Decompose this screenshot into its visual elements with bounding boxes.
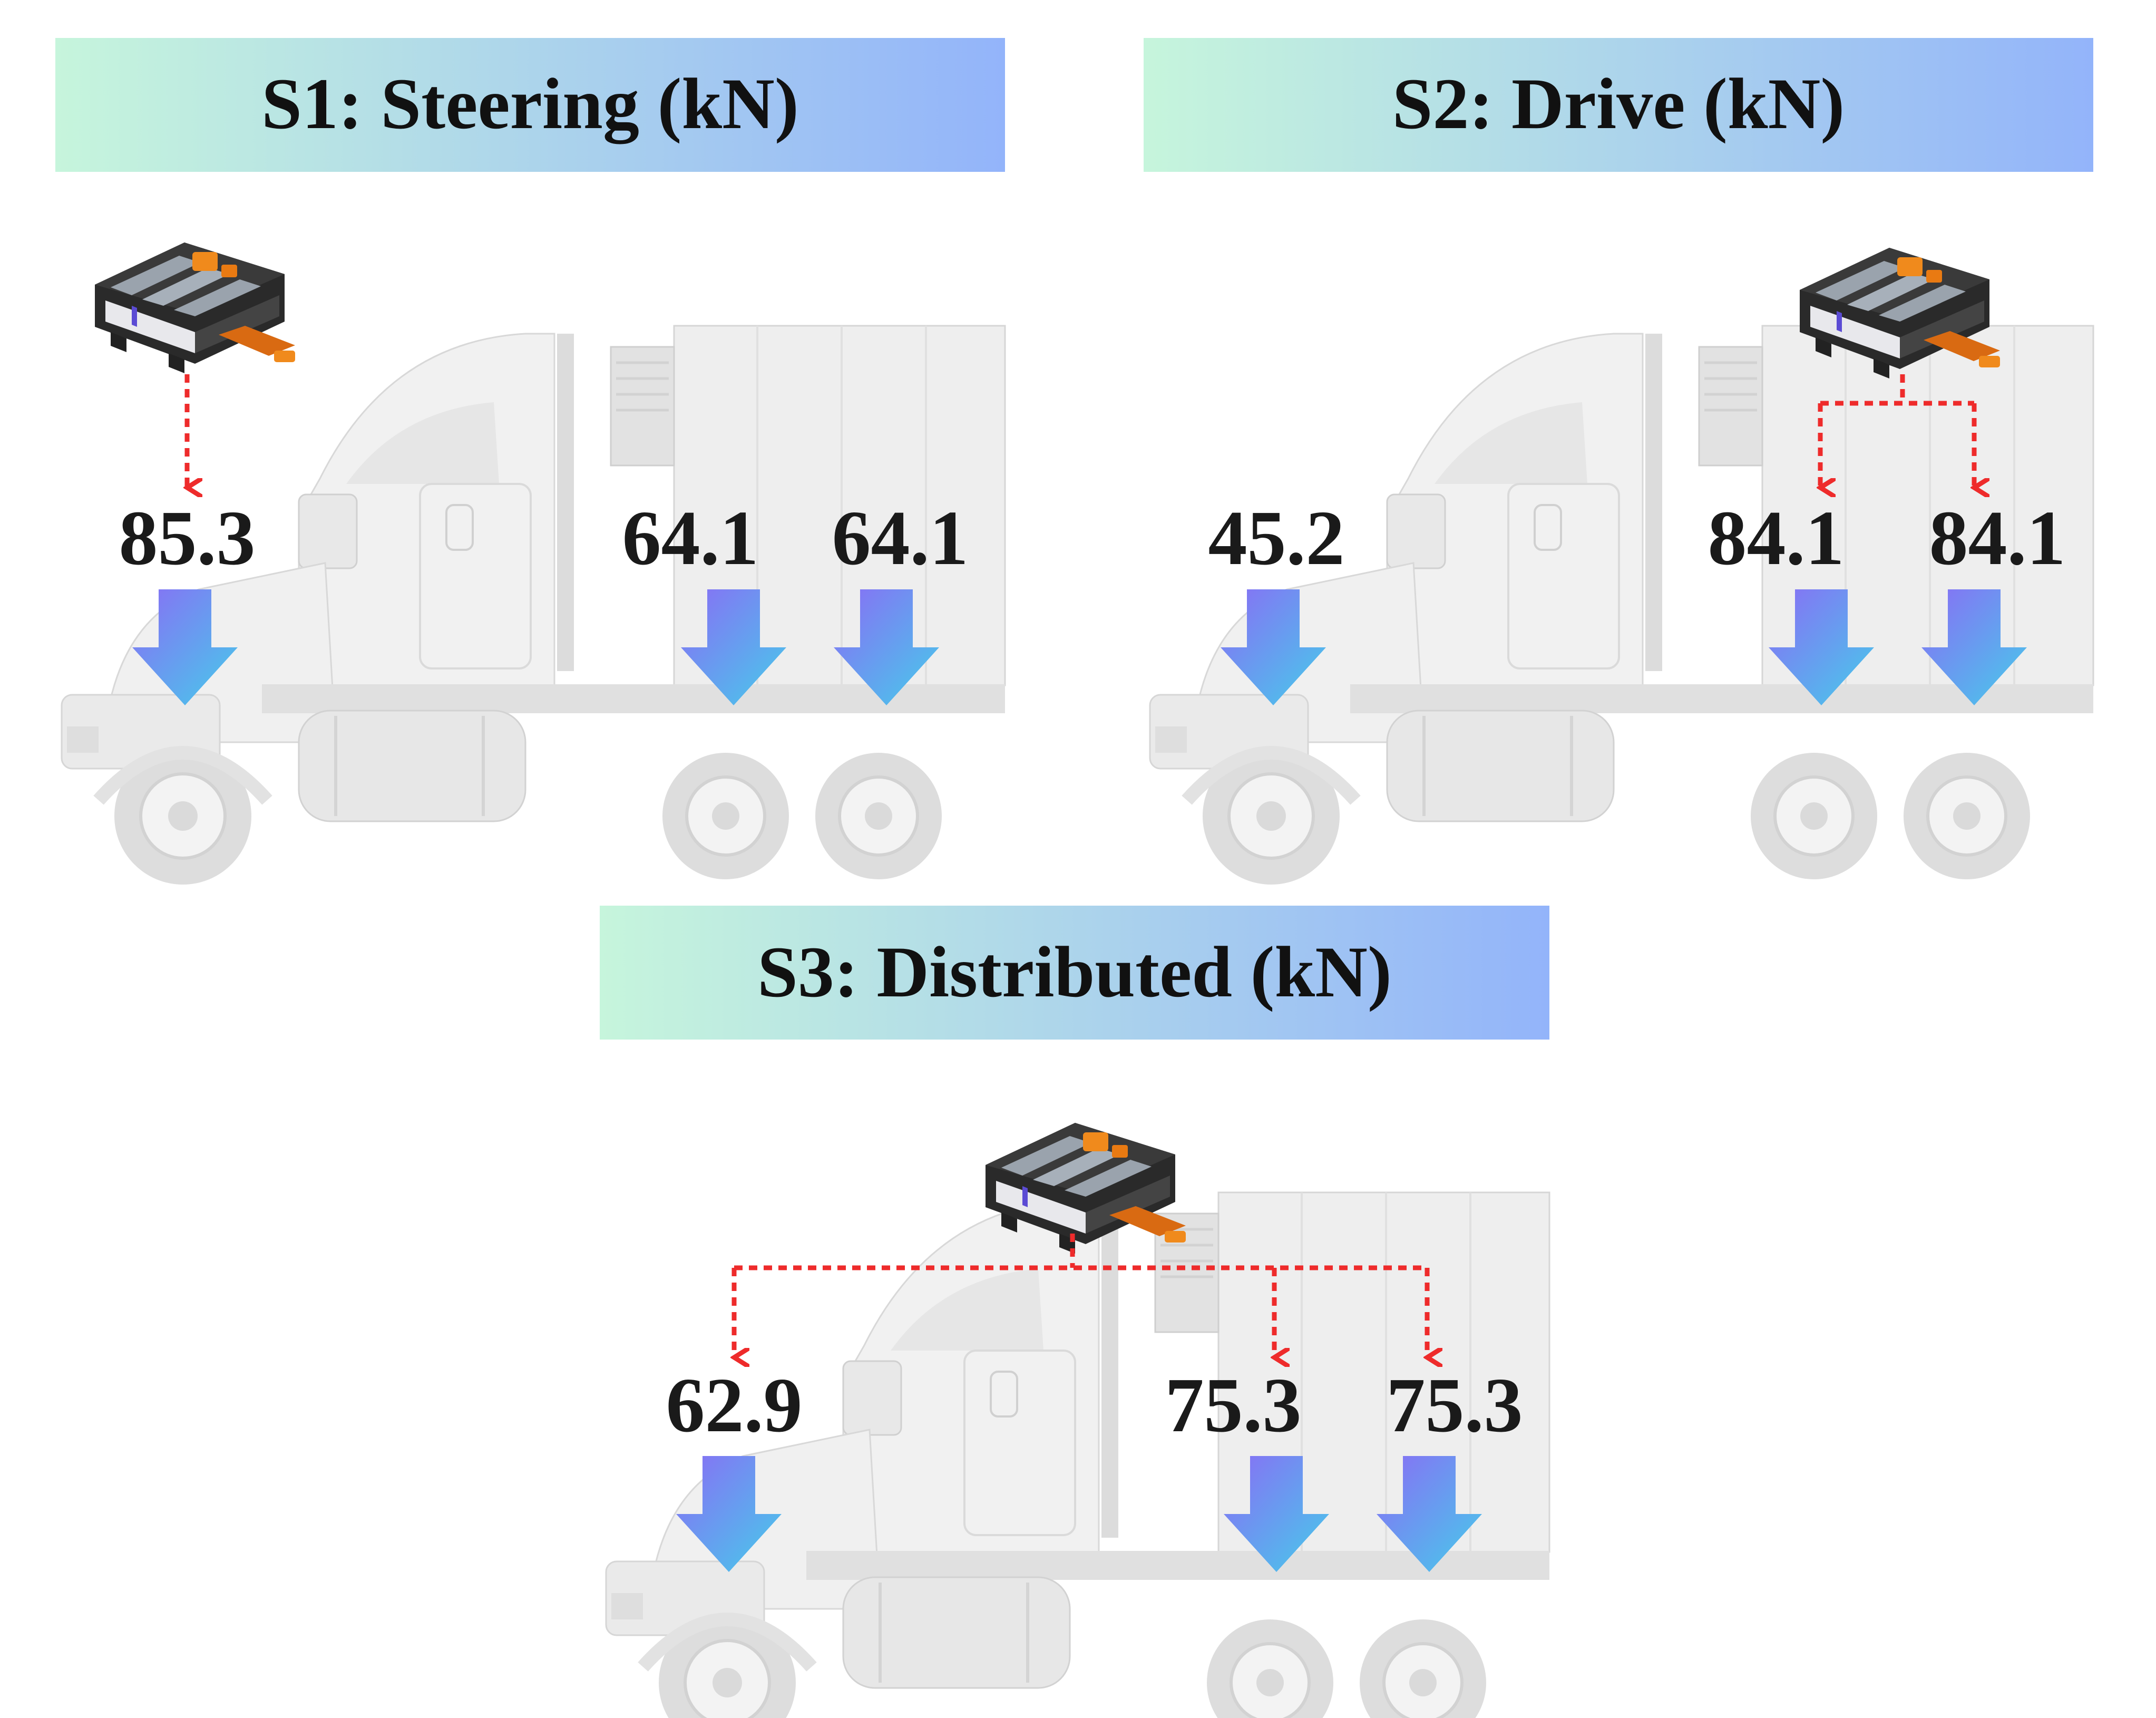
s3-truck-illustration <box>606 1192 1549 1718</box>
s2-load-value-steering: 45.2 <box>1208 495 1345 581</box>
s2-title-banner <box>1144 38 2093 172</box>
s3-load-value-drive-1: 75.3 <box>1165 1362 1302 1449</box>
s2-title: S2: Drive (kN) <box>1392 63 1845 144</box>
scenario-s3-panel: S3: Distributed (kN) 62.9 75.3 75.3 <box>600 906 1549 1718</box>
s1-load-value-steering: 85.3 <box>119 495 256 581</box>
s3-title: S3: Distributed (kN) <box>757 931 1392 1012</box>
s1-battery-pack-icon <box>95 242 295 373</box>
s3-load-value-drive-2: 75.3 <box>1387 1362 1523 1449</box>
scenario-s2-panel: S2: Drive (kN) 45.2 84.1 84.1 <box>1144 38 2093 885</box>
s1-title-banner <box>55 38 1005 172</box>
s1-load-value-drive-2: 64.1 <box>832 495 969 581</box>
s3-title-banner <box>600 906 1549 1040</box>
s1-load-value-drive-1: 64.1 <box>622 495 759 581</box>
s2-load-value-drive-2: 84.1 <box>1929 495 2066 581</box>
scenario-s1-panel: S1: Steering (kN) 85.3 64.1 64.1 <box>55 38 1005 885</box>
s2-load-value-drive-1: 84.1 <box>1708 495 1845 581</box>
s1-title: S1: Steering (kN) <box>261 63 799 144</box>
s3-load-value-steering: 62.9 <box>666 1362 803 1449</box>
